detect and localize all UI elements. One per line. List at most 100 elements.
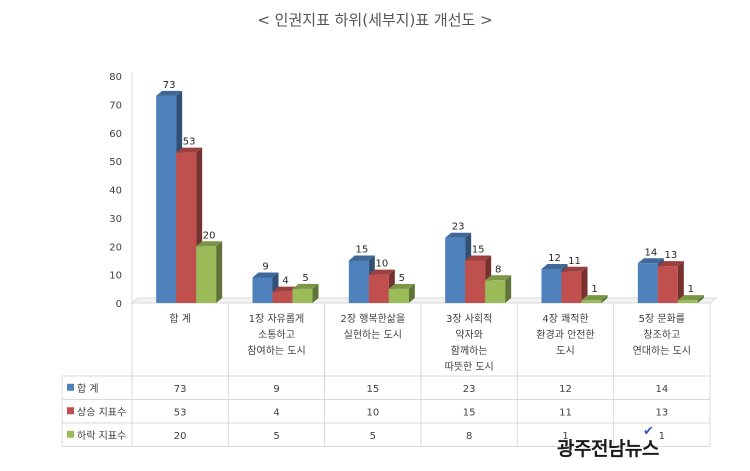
bar-value-label: 5 — [399, 273, 405, 284]
bar-top — [156, 90, 183, 96]
bar-value-label: 15 — [472, 244, 485, 255]
legend-series-name: 하락 지표수 — [77, 429, 126, 442]
bar-side — [312, 283, 319, 303]
x-category-label: 참여하는 도시 — [247, 344, 305, 357]
bar-value-label: 1 — [591, 284, 597, 295]
bar-side — [601, 295, 608, 303]
bar-top — [485, 275, 512, 281]
bar-top — [272, 286, 299, 292]
bar-value-label: 10 — [375, 259, 388, 270]
y-tick-label: 10 — [109, 271, 122, 282]
bar-front — [541, 268, 562, 303]
legend-swatch — [67, 407, 74, 415]
bar-value-label: 12 — [548, 253, 561, 264]
bar-value-label: 8 — [495, 264, 501, 275]
bar-top — [292, 283, 319, 289]
table-cell-value: 11 — [559, 407, 572, 418]
bar-side — [216, 241, 223, 303]
bar-front — [292, 288, 313, 303]
x-category-label: 3장 사회적 — [446, 313, 492, 325]
bar-top — [581, 295, 608, 301]
chart-title: < 인권지표 하위(세부지)표 개선도 > — [257, 11, 492, 29]
table-cell-value: 14 — [655, 384, 668, 395]
table-cell-value: 15 — [463, 407, 476, 418]
bar-value-label: 73 — [163, 80, 176, 91]
bar-value-label: 14 — [644, 247, 657, 258]
bar-side — [505, 275, 512, 303]
table-cell-value: 20 — [174, 431, 187, 442]
bar-front — [445, 237, 466, 303]
watermark-check-icon: ✔ — [643, 424, 654, 439]
table-cell-value: 5 — [370, 431, 376, 442]
bar-top — [252, 272, 279, 278]
bar-top — [465, 255, 492, 261]
x-category-label: 1장 자유롭게 — [249, 313, 305, 325]
table-cell-value: 4 — [273, 407, 279, 418]
bar-value-label: 15 — [355, 244, 368, 255]
legend-swatch — [67, 430, 74, 438]
bar-value-label: 1 — [688, 284, 694, 295]
x-category-label: 연대하는 도시 — [633, 344, 691, 357]
y-tick-label: 60 — [109, 129, 122, 140]
bar-value-label: 11 — [568, 256, 581, 267]
table-cell-value: 1 — [562, 431, 568, 442]
bar-top — [677, 295, 704, 301]
y-tick-label: 70 — [109, 100, 122, 111]
bar-value-label: 5 — [302, 273, 308, 284]
bar-front — [657, 266, 678, 303]
bar-side — [581, 266, 588, 303]
legend-series-name: 합 계 — [77, 383, 99, 395]
bar-front — [637, 263, 658, 303]
bar-top — [637, 258, 664, 264]
bar-value-label: 4 — [282, 276, 288, 287]
x-category-label: 5장 문화를 — [639, 313, 685, 325]
table-cell-value: 23 — [463, 384, 476, 395]
bar-value-label: 23 — [452, 222, 465, 233]
table-cell-value: 13 — [655, 407, 668, 418]
table-cell-value: 5 — [273, 431, 279, 442]
x-category-label: 함께하는 — [451, 344, 488, 357]
bar-value-label: 9 — [262, 261, 268, 272]
x-category-label: 약자와 — [455, 329, 483, 341]
bar-front — [485, 280, 506, 303]
bar-top — [196, 241, 223, 247]
bar-front — [252, 277, 273, 303]
y-tick-label: 0 — [116, 299, 122, 310]
bar-top — [541, 263, 568, 269]
bar-top — [561, 266, 588, 272]
bar-side — [408, 283, 415, 303]
bar-value-label: 53 — [183, 137, 196, 148]
table-cell-value: 15 — [366, 384, 379, 395]
table-cell-value: 12 — [559, 384, 572, 395]
table-cell-value: 8 — [466, 431, 472, 442]
bar-top — [445, 232, 472, 238]
bar-value-label: 13 — [664, 250, 677, 261]
x-category-label: 창조하고 — [643, 328, 680, 341]
table-cell-value: 1 — [659, 431, 665, 442]
bar-front — [272, 291, 293, 303]
bar-front — [196, 246, 217, 303]
table-cell-value: 53 — [174, 407, 187, 418]
bar-front — [368, 274, 389, 303]
bar-top — [657, 261, 684, 267]
bar-front — [348, 260, 369, 303]
x-category-label: 실현하는 도시 — [344, 328, 402, 341]
bar-top — [348, 255, 375, 261]
y-tick-label: 30 — [109, 214, 122, 225]
x-category-label: 4장 쾌적한 — [542, 313, 588, 325]
bar-front — [561, 271, 582, 303]
bar-front — [677, 300, 698, 303]
news-watermark: 광주전남뉴스 ✔ — [557, 424, 659, 461]
table-cell-value: 9 — [273, 384, 279, 395]
y-tick-label: 20 — [109, 242, 122, 253]
y-tick-label: 40 — [109, 186, 122, 197]
y-tick-label: 80 — [109, 72, 122, 83]
bar-front — [388, 288, 409, 303]
legend-swatch — [67, 383, 74, 391]
x-category-label: 합 계 — [169, 313, 191, 325]
table-cell-value: 10 — [366, 407, 379, 418]
legend-series-name: 상승 지표수 — [77, 406, 126, 418]
bar-value-label: 20 — [203, 230, 216, 241]
